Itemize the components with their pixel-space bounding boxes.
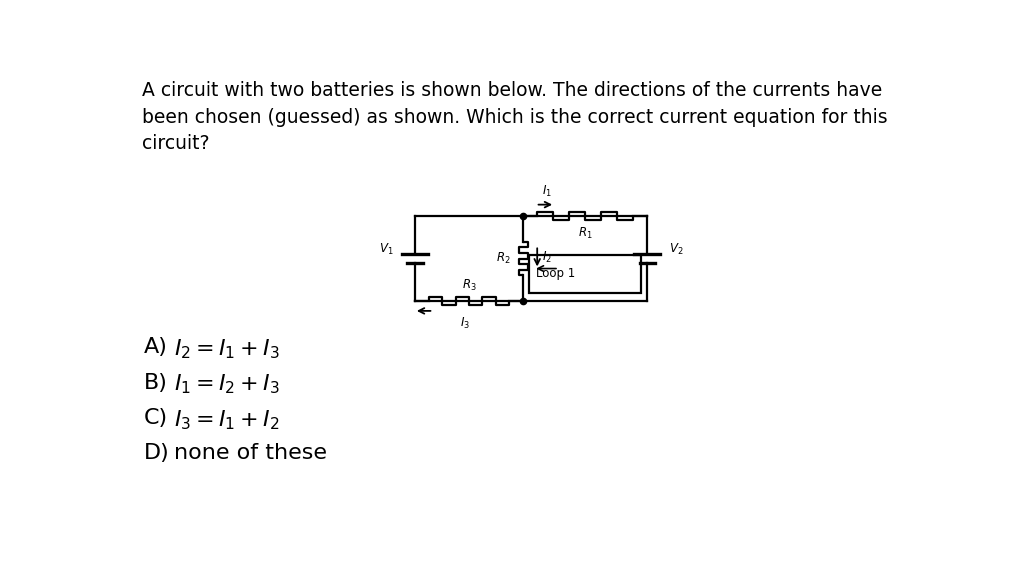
- Text: D): D): [143, 444, 169, 463]
- Text: $I_3$: $I_3$: [460, 316, 470, 331]
- Text: $I_1 = I_2 + I_3$: $I_1 = I_2 + I_3$: [174, 373, 281, 396]
- Text: $I_3 = I_1 + I_2$: $I_3 = I_1 + I_2$: [174, 408, 281, 431]
- Bar: [529, 255, 641, 293]
- Text: Loop 1: Loop 1: [536, 267, 574, 281]
- Text: C): C): [143, 408, 168, 428]
- Text: $V_2$: $V_2$: [669, 242, 683, 257]
- Text: $R_3$: $R_3$: [462, 278, 476, 293]
- Text: $I_2$: $I_2$: [542, 250, 552, 265]
- Text: B): B): [143, 373, 167, 392]
- Text: A): A): [143, 337, 167, 357]
- Text: $R_1$: $R_1$: [578, 226, 593, 241]
- Text: $I_1$: $I_1$: [543, 184, 552, 199]
- Text: none of these: none of these: [174, 444, 328, 463]
- Text: A circuit with two batteries is shown below. The directions of the currents have: A circuit with two batteries is shown be…: [142, 81, 888, 153]
- Text: $V_1$: $V_1$: [379, 242, 393, 257]
- Text: $R_2$: $R_2$: [497, 251, 511, 266]
- Text: $I_2 = I_1 + I_3$: $I_2 = I_1 + I_3$: [174, 337, 281, 361]
